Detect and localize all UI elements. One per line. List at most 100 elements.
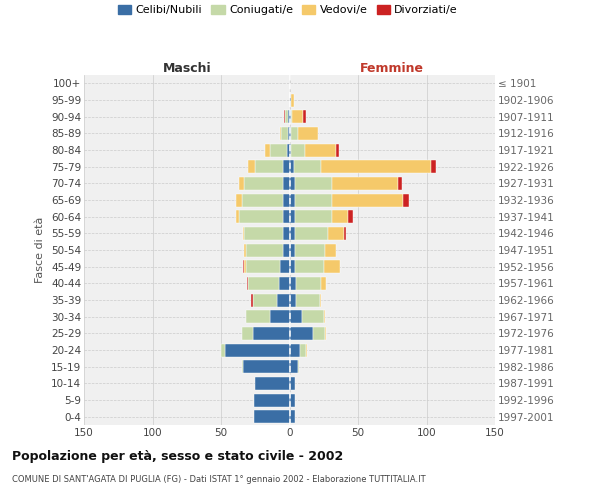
Bar [295, 210, 332, 223]
Bar [236, 210, 239, 223]
Bar [248, 160, 255, 173]
Bar [242, 194, 283, 206]
Bar [242, 360, 243, 373]
Bar [278, 277, 290, 290]
Bar [290, 410, 295, 423]
Bar [292, 110, 303, 123]
Bar [253, 327, 290, 340]
Text: COMUNE DI SANT'AGATA DI PUGLIA (FG) - Dati ISTAT 1° gennaio 2002 - Elaborazione : COMUNE DI SANT'AGATA DI PUGLIA (FG) - Da… [12, 475, 425, 484]
Bar [243, 360, 290, 373]
Bar [298, 127, 318, 140]
Bar [255, 377, 290, 390]
Bar [277, 294, 290, 306]
Bar [290, 227, 295, 240]
Bar [242, 327, 253, 340]
Bar [265, 144, 271, 156]
Y-axis label: Fasce di età: Fasce di età [35, 217, 46, 283]
Bar [295, 194, 332, 206]
Bar [281, 127, 288, 140]
Bar [324, 310, 325, 323]
Bar [325, 244, 336, 256]
Bar [324, 260, 340, 273]
Bar [349, 210, 353, 223]
Bar [313, 327, 325, 340]
Bar [305, 144, 336, 156]
Bar [284, 110, 286, 123]
Bar [280, 260, 290, 273]
Bar [291, 110, 292, 123]
Bar [283, 160, 290, 173]
Bar [301, 344, 306, 356]
Bar [320, 294, 321, 306]
Bar [283, 227, 290, 240]
Bar [344, 227, 346, 240]
Bar [290, 277, 296, 290]
Bar [280, 127, 281, 140]
Bar [225, 344, 290, 356]
Bar [283, 194, 290, 206]
Bar [290, 377, 295, 390]
Bar [290, 327, 313, 340]
Bar [332, 177, 398, 190]
Bar [291, 127, 298, 140]
Bar [288, 110, 290, 123]
Bar [332, 194, 403, 206]
Bar [295, 227, 328, 240]
Bar [306, 344, 307, 356]
Bar [239, 177, 244, 190]
Bar [253, 294, 277, 306]
Text: Femmine: Femmine [360, 62, 424, 75]
Bar [244, 244, 245, 256]
Bar [321, 277, 326, 290]
Bar [321, 160, 431, 173]
Bar [302, 310, 324, 323]
Bar [398, 177, 402, 190]
Bar [290, 294, 296, 306]
Bar [286, 110, 288, 123]
Legend: Celibi/Nubili, Coniugati/e, Vedovi/e, Divorziati/e: Celibi/Nubili, Coniugati/e, Vedovi/e, Di… [113, 0, 463, 20]
Bar [271, 310, 290, 323]
Bar [290, 210, 295, 223]
Bar [221, 344, 225, 356]
Bar [295, 260, 324, 273]
Bar [325, 327, 326, 340]
Bar [254, 410, 290, 423]
Bar [290, 344, 301, 356]
Bar [255, 160, 283, 173]
Bar [271, 144, 287, 156]
Bar [239, 210, 283, 223]
Bar [247, 277, 248, 290]
Bar [290, 260, 295, 273]
Bar [403, 194, 409, 206]
Bar [290, 394, 295, 406]
Bar [296, 277, 321, 290]
Bar [290, 360, 298, 373]
Bar [283, 210, 290, 223]
Bar [283, 177, 290, 190]
Text: Popolazione per età, sesso e stato civile - 2002: Popolazione per età, sesso e stato civil… [12, 450, 343, 463]
Bar [245, 244, 283, 256]
Bar [290, 310, 302, 323]
Bar [243, 260, 244, 273]
Bar [291, 144, 305, 156]
Bar [244, 227, 283, 240]
Bar [290, 160, 293, 173]
Bar [328, 227, 344, 240]
Bar [290, 127, 291, 140]
Bar [295, 244, 325, 256]
Bar [244, 177, 283, 190]
Text: Maschi: Maschi [163, 62, 211, 75]
Bar [431, 160, 436, 173]
Bar [336, 144, 339, 156]
Bar [291, 94, 293, 106]
Bar [244, 260, 245, 273]
Bar [254, 394, 290, 406]
Bar [287, 144, 290, 156]
Bar [245, 260, 280, 273]
Bar [290, 94, 291, 106]
Bar [251, 294, 253, 306]
Bar [295, 177, 332, 190]
Bar [283, 244, 290, 256]
Bar [290, 244, 295, 256]
Bar [243, 227, 244, 240]
